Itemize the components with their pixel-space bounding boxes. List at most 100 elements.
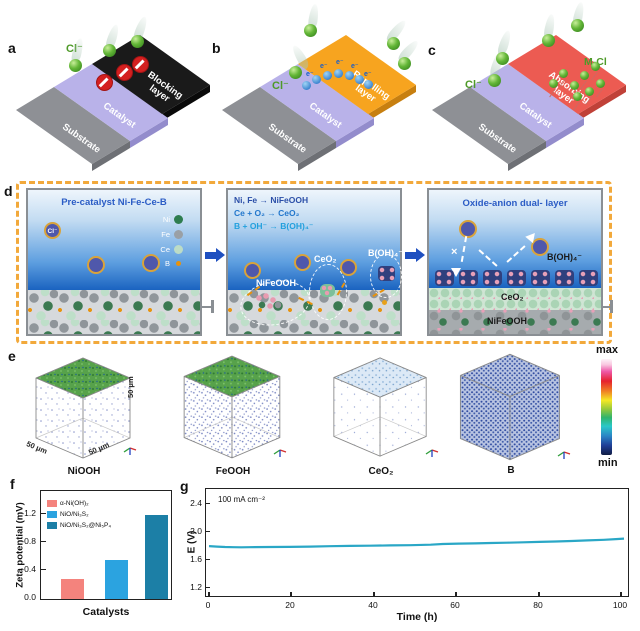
- g-xtick: 80: [533, 600, 543, 610]
- y-tick: [206, 530, 210, 532]
- blocked-icon: [132, 56, 149, 73]
- panel-a-label: a: [8, 40, 16, 56]
- ceo2-layer: [429, 288, 601, 310]
- g-ytick: 2.0: [190, 526, 202, 536]
- bar-alpha-nioh2: [61, 578, 84, 599]
- g-ytick: 1.2: [190, 582, 202, 592]
- panel-e-label: e: [8, 348, 16, 364]
- dual-layer-box: Oxide-anion dual- layer × B(OH)₄⁻ CeO₂ N…: [427, 188, 603, 336]
- chloride-label-b: Cl⁻: [272, 80, 289, 92]
- panel-d-dashed-frame: [16, 181, 612, 344]
- precatalyst-layer-region: [28, 290, 200, 334]
- colorbar-max-label: max: [596, 344, 619, 356]
- x-tick: [290, 592, 292, 596]
- legend-entry: α-Ni(OH)₂: [60, 500, 89, 507]
- panel-a-slabs: [16, 35, 210, 171]
- tomography-cube-ceo2: [333, 357, 427, 457]
- borate-motif: [579, 270, 598, 286]
- y-tick: [41, 568, 46, 570]
- y-tick: [206, 586, 210, 588]
- substrate-slab: [222, 87, 336, 164]
- y-tick: [206, 502, 210, 504]
- panel-f-label: f: [10, 476, 15, 492]
- catalyst-side: [336, 118, 374, 148]
- electron-ball: [334, 69, 343, 78]
- chloride-ion-ball: [542, 34, 555, 47]
- electrode-bar: [211, 300, 214, 313]
- metal-ion: [142, 254, 160, 272]
- boh4-label: B(OH)₄⁻: [547, 252, 583, 262]
- axis-tripod-icon: [557, 451, 571, 459]
- axis-tripod-icon: [123, 447, 137, 455]
- blocked-x-mark: ×: [451, 246, 458, 258]
- legend-swatch: [47, 500, 57, 507]
- cube-label-feooh: FeOOH: [215, 466, 251, 477]
- legend-entry: NiO/Ni₃S₂@Ni₅P₄: [60, 522, 111, 529]
- boh4-cluster: [378, 266, 395, 281]
- f-plot-area: α-Ni(OH)₂ NiO/Ni₃S₂ NiO/Ni₃S₂@Ni₅P₄: [40, 490, 172, 600]
- g-xtick: 100: [612, 600, 628, 610]
- borate-motif: [555, 270, 574, 286]
- f-ytick: -0.8: [21, 536, 36, 546]
- panel-c-slabs: [432, 35, 626, 171]
- blocked-icon: [116, 64, 133, 81]
- borate-motif: [435, 270, 454, 286]
- electrode-bar: [610, 300, 613, 313]
- nifeooh-layer-label: NiFeOOH: [487, 316, 528, 326]
- nifeooh-cluster: [254, 292, 284, 312]
- adsorbed-ion: [596, 79, 605, 88]
- substrate-side: [92, 141, 130, 171]
- legend-entry: NiO/Ni₃S₂: [60, 511, 89, 518]
- ceo2-layer-label: CeO₂: [501, 292, 524, 302]
- electrode-lead: [603, 306, 612, 308]
- electron-ball: [345, 71, 354, 80]
- element-legend: Ni Fe Ce B: [156, 212, 183, 270]
- transformation-box: Ni, Fe → NiFeOOH Ce + O₂ → CeO₂ B + OH⁻ …: [226, 188, 404, 336]
- precatalyst-box: Pre-catalyst Ni-Fe-Ce-B Cl⁻ Ni Fe Ce B: [26, 188, 202, 336]
- ceo2-site-ellipse: [309, 264, 347, 320]
- g-xtick: 0: [205, 600, 211, 610]
- f-ytick: -0.4: [21, 564, 36, 574]
- electron-ball: [323, 71, 332, 80]
- chloride-ion-ball: [496, 52, 509, 65]
- ce-dot-icon: [174, 245, 183, 254]
- reaction-2: Ce + O₂ → CeO₂: [234, 208, 300, 218]
- chloride-ion-ball: [304, 24, 317, 37]
- catalyst-side: [130, 118, 168, 148]
- chloride-ion-ball: [131, 35, 144, 48]
- g-ytick: 1.6: [190, 554, 202, 564]
- f-x-axis-label: Catalysts: [82, 606, 130, 618]
- ceo2-label: CeO₂: [314, 254, 337, 264]
- boron-dot: [382, 300, 387, 305]
- boh4-site-ellipse: [370, 254, 402, 298]
- g-xtick: 60: [450, 600, 460, 610]
- bar-nio-ni3s2-ni5p4: [145, 515, 168, 599]
- chloride-ion-ball: [103, 44, 116, 57]
- chloride-ion: Cl⁻: [44, 222, 61, 239]
- electron-ball: [355, 75, 364, 84]
- transition-arrow: [405, 248, 425, 262]
- borate-motif: [507, 270, 526, 286]
- cube-label-niooh: NiOOH: [67, 466, 101, 477]
- metal-ion: [244, 262, 261, 279]
- legend-swatch: [47, 522, 57, 529]
- substrate-side: [508, 141, 546, 171]
- borate-motif: [483, 270, 502, 286]
- chloride-label-c: Cl⁻: [465, 79, 482, 91]
- f-ytick: 0.0: [24, 592, 36, 602]
- metal-ion: [531, 238, 549, 256]
- electron-label: e⁻: [320, 63, 328, 70]
- cube-label-b: B: [507, 465, 515, 476]
- electron-label: e⁻: [306, 71, 314, 78]
- fe-dot-icon: [174, 230, 183, 239]
- down-arrow: [451, 268, 461, 277]
- bar-nio-ni3s2: [105, 560, 128, 599]
- substrate-slab: [16, 87, 130, 164]
- g-xtick: 20: [285, 600, 295, 610]
- chloride-ion-ball: [387, 37, 400, 50]
- y-tick: [41, 512, 46, 514]
- g-plot-area: 100 mA cm⁻²: [205, 488, 629, 597]
- tomography-cube-feooh: [183, 355, 281, 459]
- boh4-label: B(OH)₄⁻: [368, 248, 404, 258]
- legend-swatch: [47, 511, 57, 518]
